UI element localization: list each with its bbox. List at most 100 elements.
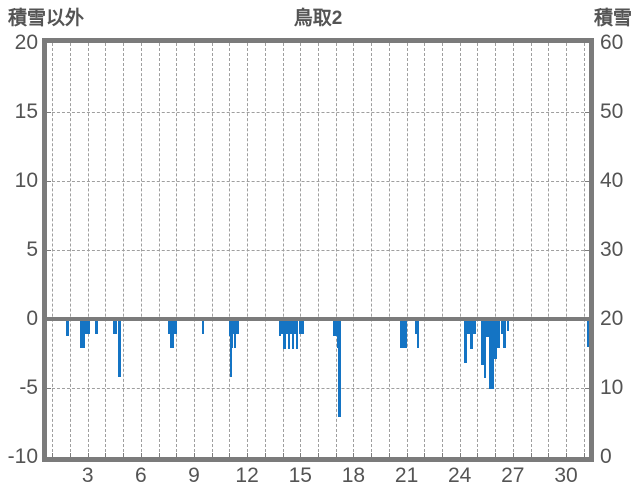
y-axis-tick bbox=[47, 250, 51, 251]
bar bbox=[336, 319, 339, 348]
x-tick-label: 6 bbox=[135, 464, 147, 487]
y-axis-tick bbox=[585, 388, 589, 389]
y-axis-tick bbox=[585, 112, 589, 113]
x-tick-label: 9 bbox=[188, 464, 200, 487]
bar bbox=[417, 319, 419, 348]
bar bbox=[280, 319, 284, 335]
left-axis-title: 積雪以外 bbox=[8, 8, 85, 29]
h-gridline bbox=[47, 388, 589, 389]
x-axis-tick bbox=[211, 453, 213, 457]
x-axis-tick bbox=[194, 453, 195, 457]
zero-line bbox=[47, 317, 589, 321]
y-tick-label-left: 20 bbox=[14, 31, 38, 54]
x-axis-tick bbox=[424, 453, 426, 457]
x-tick-label: 21 bbox=[394, 464, 419, 487]
x-tick-label: 12 bbox=[235, 464, 259, 487]
x-axis-tick bbox=[459, 453, 461, 457]
x-axis-tick bbox=[105, 453, 107, 457]
x-axis-tick bbox=[87, 453, 89, 457]
chart-title: 鳥取2 bbox=[293, 8, 343, 29]
bar bbox=[287, 319, 290, 350]
x-axis-tick bbox=[548, 453, 550, 457]
plot-area bbox=[47, 43, 589, 457]
bar bbox=[506, 319, 509, 332]
x-axis-tick bbox=[442, 453, 443, 457]
y-tick-label-right: 10 bbox=[600, 376, 624, 399]
bar bbox=[170, 319, 174, 348]
h-gridline bbox=[47, 250, 589, 251]
bar bbox=[494, 319, 498, 359]
bar bbox=[467, 319, 471, 335]
bar bbox=[85, 319, 90, 335]
bar bbox=[333, 319, 337, 336]
x-axis-tick bbox=[176, 453, 178, 457]
x-axis-tick bbox=[158, 453, 160, 457]
bar bbox=[483, 319, 486, 379]
y-tick-label-left: 0 bbox=[26, 307, 38, 330]
x-axis-tick bbox=[495, 453, 497, 457]
bar bbox=[229, 319, 232, 377]
y-tick-label-left: -10 bbox=[7, 445, 38, 468]
x-axis-tick bbox=[477, 453, 479, 457]
x-axis-tick bbox=[123, 453, 125, 457]
bar bbox=[95, 319, 98, 335]
bar bbox=[296, 319, 299, 350]
y-axis-tick bbox=[47, 112, 51, 113]
x-axis-tick bbox=[583, 453, 585, 457]
bar bbox=[501, 319, 504, 335]
bar bbox=[289, 319, 292, 335]
y-axis-tick bbox=[585, 181, 589, 182]
x-axis-tick bbox=[388, 453, 390, 457]
bar bbox=[464, 319, 467, 364]
x-axis-tick bbox=[318, 453, 319, 457]
x-tick-label: 15 bbox=[288, 464, 312, 487]
y-axis-tick bbox=[585, 250, 589, 251]
y-tick-label-left: 5 bbox=[26, 238, 38, 261]
bar bbox=[298, 319, 304, 335]
right-axis-title: 積雪 bbox=[593, 8, 632, 29]
bar bbox=[338, 319, 341, 417]
x-axis-tick bbox=[229, 453, 231, 457]
x-axis-tick bbox=[247, 453, 249, 457]
bar bbox=[231, 319, 234, 348]
x-tick-label: 18 bbox=[341, 464, 366, 487]
bar bbox=[503, 319, 507, 348]
x-axis-tick bbox=[406, 453, 408, 457]
y-tick-label-left: -5 bbox=[19, 376, 38, 399]
x-tick-label: 3 bbox=[81, 464, 94, 487]
bar bbox=[278, 319, 281, 336]
bar bbox=[489, 319, 495, 390]
y-tick-label-left: 10 bbox=[14, 169, 38, 192]
y-axis-tick bbox=[47, 181, 51, 182]
bar bbox=[292, 319, 295, 350]
bar bbox=[228, 319, 231, 336]
bar bbox=[285, 319, 288, 335]
plot-frame bbox=[42, 38, 594, 462]
h-gridline bbox=[47, 181, 589, 182]
x-axis-tick bbox=[52, 453, 54, 457]
bar bbox=[472, 319, 476, 335]
x-axis-tick bbox=[371, 453, 373, 457]
x-axis-tick bbox=[300, 453, 302, 457]
y-tick-label-right: 50 bbox=[600, 100, 624, 123]
y-tick-label-right: 30 bbox=[600, 238, 624, 261]
bar bbox=[480, 319, 484, 365]
x-axis-tick bbox=[335, 453, 337, 457]
y-tick-label-right: 60 bbox=[600, 31, 624, 54]
bar bbox=[415, 319, 418, 335]
x-axis-tick bbox=[282, 453, 284, 457]
bar bbox=[168, 319, 171, 335]
bar bbox=[470, 319, 473, 350]
bar bbox=[233, 319, 236, 348]
bar bbox=[201, 319, 205, 335]
x-axis-tick bbox=[140, 453, 142, 457]
h-gridline bbox=[47, 112, 589, 113]
bar bbox=[66, 319, 69, 336]
x-tick-label: 30 bbox=[554, 464, 578, 487]
bar bbox=[173, 319, 177, 335]
x-axis-tick bbox=[264, 453, 266, 457]
y-axis-tick bbox=[47, 388, 51, 389]
bar bbox=[79, 319, 86, 348]
y-tick-label-left: 15 bbox=[14, 100, 38, 123]
x-axis-tick bbox=[566, 453, 567, 457]
